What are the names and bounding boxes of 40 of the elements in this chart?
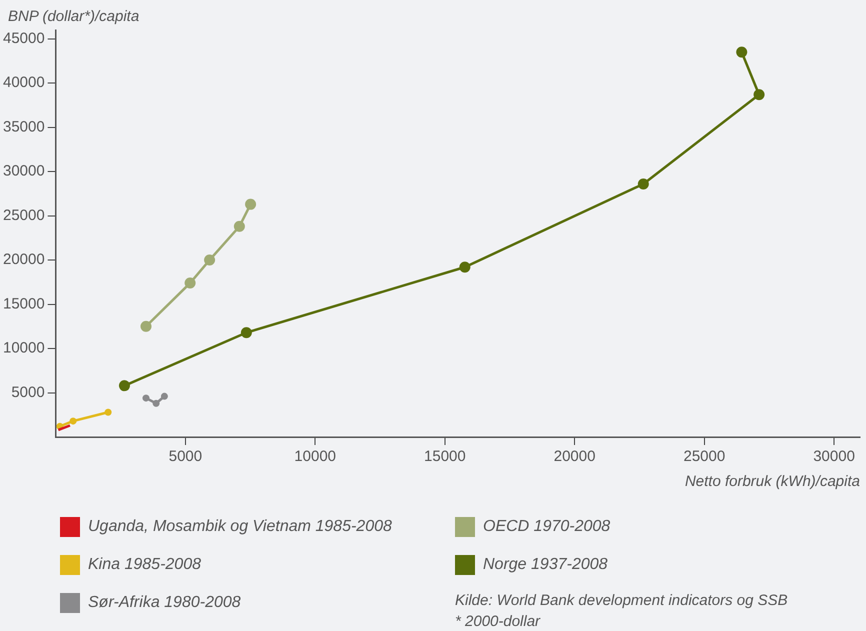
point [104, 408, 112, 416]
x-tick-label: 20000 [554, 448, 596, 466]
text: Kilde: World Bank development indicators og SSB [455, 591, 788, 611]
y-tick-label: 40000 [2, 74, 45, 92]
legend-label: Kina 1985-2008 [88, 556, 201, 574]
y-tick-label: 10000 [2, 340, 45, 357]
x-axis-title: Netto forbruk (kWh)/capita [684, 473, 860, 490]
point [245, 198, 256, 210]
legend-label: Norge 1937-2008 [483, 556, 608, 574]
x-tick-label: 10000 [294, 448, 336, 466]
point [240, 327, 252, 338]
point [736, 46, 748, 58]
x-tick-label: 5000 [168, 448, 202, 466]
point [638, 178, 649, 190]
y-tick-label: 20000 [2, 251, 45, 268]
y-tick-label: 15000 [2, 295, 45, 312]
point [142, 394, 150, 402]
x-tick-label: 30000 [813, 448, 855, 466]
legend-label: OECD 1970-2008 [483, 518, 610, 536]
y-tick-label: 25000 [2, 206, 45, 224]
y-axis-title: BNP (dollar*)/capita [8, 8, 140, 25]
point [118, 380, 130, 392]
point [459, 262, 470, 273]
point [234, 220, 245, 232]
point [152, 400, 160, 407]
point [160, 392, 168, 400]
y-tick-label: 45000 [2, 30, 45, 47]
point [184, 278, 196, 289]
legend-label: Uganda, Mosambik og Vietnam 1985-2008 [88, 518, 392, 536]
point [754, 89, 765, 100]
text: * 2000-dollar [455, 612, 542, 631]
y-tick-label: 35000 [2, 118, 45, 136]
point [70, 418, 77, 425]
legend-label: Sør-Afrika 1980-2008 [88, 594, 241, 612]
point [204, 254, 216, 266]
y-tick-label: 5000 [11, 384, 45, 401]
point [140, 320, 152, 332]
x-tick-label: 25000 [683, 448, 726, 466]
y-tick-label: 30000 [2, 162, 45, 180]
x-tick-label: 15000 [424, 448, 466, 466]
